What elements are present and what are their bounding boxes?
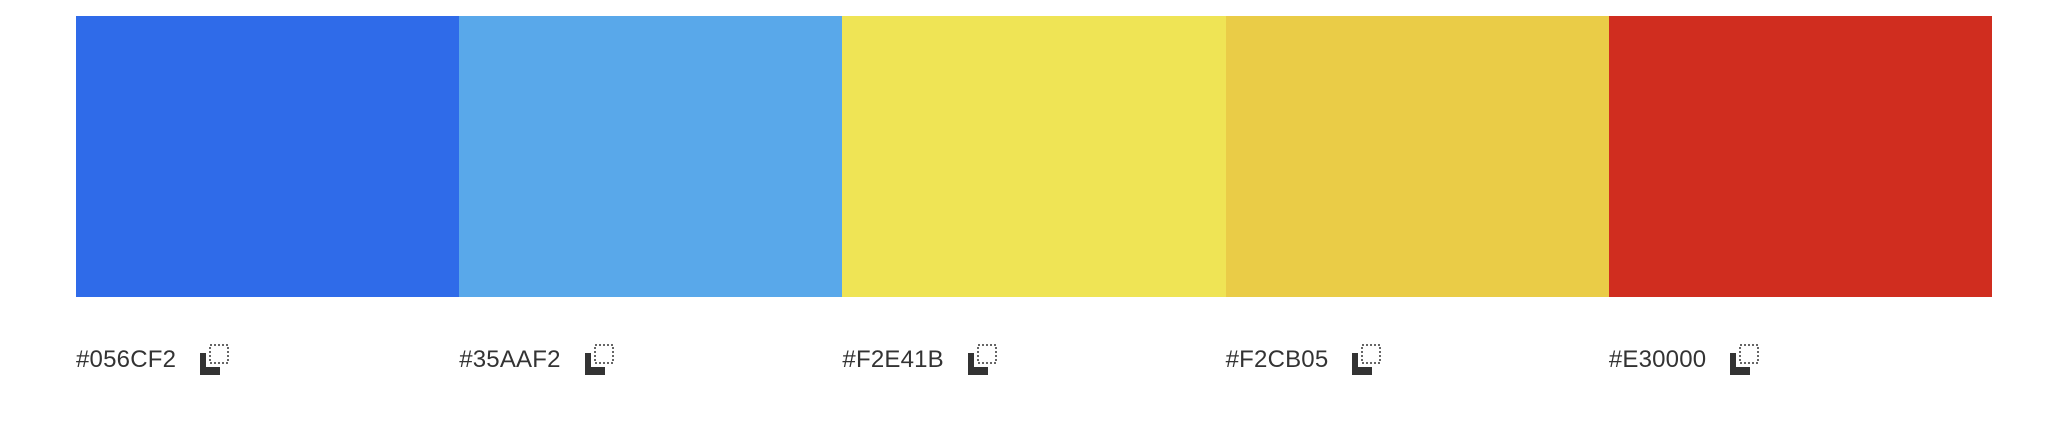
color-swatch-3[interactable] [842,16,1226,297]
hex-code-text: #E30000 [1608,346,1707,373]
hex-label-row: #056CF2 #35AAF2 #F2E41B [76,340,1992,380]
color-swatch-4[interactable] [1225,16,1609,297]
hex-label-cell: #F2E41B [842,340,1225,380]
copy-icon[interactable] [583,343,617,377]
hex-label-cell: #E30000 [1609,340,1992,380]
copy-icon[interactable] [1350,343,1384,377]
hex-code-text: #056CF2 [76,346,177,373]
copy-icon[interactable] [1728,343,1762,377]
color-palette: #056CF2 #35AAF2 #F2E41B [76,16,1993,380]
color-swatch-2[interactable] [459,16,843,297]
hex-code-text: #F2E41B [842,346,944,373]
copy-icon[interactable] [966,343,1000,377]
hex-label-cell: #F2CB05 [1226,340,1609,380]
copy-icon[interactable] [198,343,232,377]
color-swatch-5[interactable] [1608,16,1993,297]
hex-label-cell: #056CF2 [76,340,459,380]
swatch-row [76,16,1993,297]
color-swatch-1[interactable] [76,16,460,297]
hex-label-cell: #35AAF2 [459,340,842,380]
hex-code-text: #35AAF2 [459,346,561,373]
hex-code-text: #F2CB05 [1225,346,1329,373]
